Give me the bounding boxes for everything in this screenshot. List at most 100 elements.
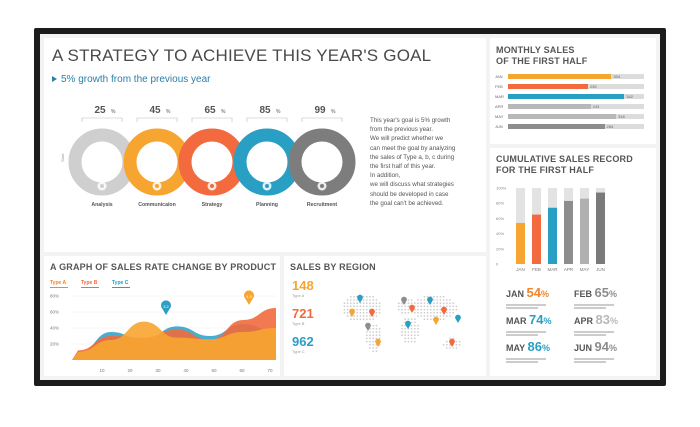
legend-swatch <box>81 287 99 289</box>
stat-placeholder-line <box>574 307 606 309</box>
step-label: Planning <box>256 202 278 208</box>
x-tick: 10 <box>99 368 105 373</box>
map-pin-icon <box>369 308 375 317</box>
monthly-month-label: MAY <box>495 114 504 119</box>
monthly-bar <box>508 94 625 99</box>
monthly-bar-value: 243 <box>592 104 600 109</box>
sales-region-card: SALES BY REGION 148 Type A 721 Type B 962 Typ… <box>284 256 486 376</box>
desc-line: This year's goal is 5% growth <box>370 117 451 124</box>
y-tick: 100% <box>496 186 507 191</box>
stat-placeholder-line <box>574 331 614 333</box>
region-title: SALES BY REGION <box>290 262 376 272</box>
ring-step-1 <box>68 128 136 196</box>
step-icon-dot <box>210 184 214 188</box>
stat-line: JUN 94% <box>574 338 636 356</box>
stat-month: FEB <box>574 289 595 299</box>
cumulative-title-2: FOR THE FIRST HALF <box>496 165 595 175</box>
page-title: A STRATEGY TO ACHIEVE THIS YEAR'S GOAL <box>52 46 432 65</box>
sales-rate-card: A GRAPH OF SALES RATE CHANGE BY PRODUCT … <box>44 256 280 376</box>
cum-x-label: MAR <box>548 267 559 272</box>
cum-x-label: JAN <box>516 267 525 272</box>
stat-pct: % <box>540 289 549 299</box>
step-label: Strategy <box>202 202 223 208</box>
stat-line: MAY 86% <box>506 338 568 356</box>
cumulative-card: CUMULATIVE SALES RECORD FOR THE FIRST HA… <box>490 148 656 376</box>
map-pin-icon <box>375 338 381 347</box>
stat-placeholder-line <box>506 334 538 336</box>
monthly-month-label: MAR <box>495 94 504 99</box>
monthly-bar <box>508 104 591 109</box>
cum-x-label: MAY <box>580 267 589 272</box>
map-pin-icon <box>449 338 455 347</box>
region-type-label: Type C <box>292 349 305 354</box>
y-tick: 60% <box>50 310 59 315</box>
stat-placeholder-line <box>574 361 606 363</box>
map-pin-icon <box>427 296 433 305</box>
stat-month: MAY <box>506 343 528 353</box>
stat-month: MAR <box>506 316 529 326</box>
desc-line: can meet the goal by analyzing <box>370 144 456 152</box>
desc-line: we will discuss what strategies <box>370 181 454 189</box>
step-percent-sign: % <box>276 109 281 115</box>
cumulative-stats: JAN 54% FEB 65% MAR 74% APR 83% MAY 86% JUN 9… <box>490 284 656 376</box>
monthly-bar <box>508 74 612 79</box>
stat-line: JAN 54% <box>506 284 568 302</box>
stat-mar: MAR 74% <box>506 311 568 337</box>
stat-value: 74 <box>529 312 544 327</box>
step-percent-sign: % <box>221 109 226 115</box>
stat-placeholder-line <box>506 361 538 363</box>
step-bracket <box>81 117 123 122</box>
dashboard-screen: A STRATEGY TO ACHIEVE THIS YEAR'S GOAL 5… <box>40 34 660 380</box>
cum-x-label: JUN <box>596 267 605 272</box>
world-map <box>343 294 461 353</box>
legend-label: Type A <box>50 280 67 286</box>
desc-line: In addition, <box>370 172 401 180</box>
cum-x-label: APR <box>564 267 574 272</box>
stat-pct: % <box>609 316 618 326</box>
x-tick: 70 <box>267 368 273 373</box>
desc-line: the goal can't be achieved. <box>370 199 444 207</box>
step-percent-sign: % <box>111 109 116 115</box>
stat-placeholder-line <box>506 304 546 306</box>
map-pin-icon <box>441 306 447 315</box>
stat-line: FEB 65% <box>574 284 636 302</box>
x-tick: 30 <box>155 368 161 373</box>
monthly-bar-value: 304 <box>613 74 621 79</box>
y-tick: 20% <box>50 342 59 347</box>
strategy-description: This year's goal is 5% growth from the p… <box>370 116 485 208</box>
step-percent: 25 <box>94 105 106 116</box>
stat-placeholder-line <box>574 334 606 336</box>
cumulative-chart: 100% 80% 60% 40% 20% 0 JAN FEB MAR APR MAY JUN <box>496 186 605 272</box>
step-icon-dot <box>100 184 104 188</box>
subtitle: 5% growth from the previous year <box>52 74 211 85</box>
stat-value: 86 <box>527 339 542 354</box>
subtitle-text: 5% growth from the previous year <box>61 74 211 85</box>
step-option: Option 04 <box>311 160 333 166</box>
stat-value: 83 <box>595 312 610 327</box>
region-type-label: Type A <box>292 293 305 298</box>
map-pin-icon <box>349 308 355 317</box>
monthly-title-1: MONTHLY SALES <box>496 45 575 55</box>
stat-placeholder-line <box>574 358 614 360</box>
stat-placeholder-line <box>506 307 538 309</box>
monthly-bar-value: 284 <box>606 124 614 129</box>
region-value: 962 <box>292 334 314 349</box>
monthly-month-label: FEB <box>495 84 503 89</box>
monthly-sales-card: MONTHLY SALES OF THE FIRST HALF JAN 304 FE… <box>490 38 656 144</box>
marker-pin-right-label: 4.5 <box>246 294 252 299</box>
stat-jan: JAN 54% <box>506 284 568 310</box>
step-percent-sign: % <box>331 109 336 115</box>
monthly-month-label: JAN <box>495 74 503 79</box>
legend-label: Type C <box>112 280 129 286</box>
monthly-bars: JAN 304 FEB 235 MAR 342 APR 243 MAY 318 JUN 284 <box>490 74 656 138</box>
stat-placeholder-line <box>574 304 614 306</box>
stat-pct: % <box>541 343 550 353</box>
step-bracket <box>246 117 288 122</box>
monthly-bar <box>508 84 588 89</box>
step-label: Recruitment <box>307 202 338 208</box>
y-tick: 40% <box>496 231 504 236</box>
stat-may: MAY 86% <box>506 338 568 364</box>
stat-value: 65 <box>594 285 609 300</box>
legend-swatch <box>112 287 130 289</box>
